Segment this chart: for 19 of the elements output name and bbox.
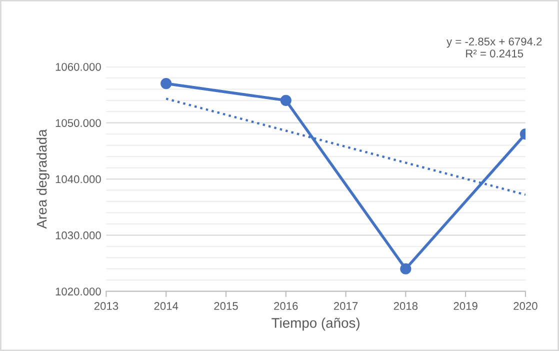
x-tick-label: 2020: [514, 302, 538, 310]
x-tick-label: 2018: [394, 302, 418, 310]
x-tick-label: 2019: [454, 302, 478, 310]
text: y = -2.85x + 6794.2 R² = 0.2415: [446, 38, 542, 58]
y-tick-label: 1040.000: [56, 175, 101, 184]
y-axis-title: Area degradada: [36, 129, 50, 229]
x-tick-label: 2015: [214, 302, 238, 310]
x-tick-label: 2017: [334, 302, 358, 310]
x-tick-label: 2016: [274, 302, 298, 310]
y-tick-label: 1060.000: [56, 62, 101, 71]
x-axis-title: Tiempo (años): [272, 318, 360, 331]
point: [400, 263, 412, 274]
x-tick-label: 2014: [154, 302, 178, 310]
y-tick-label: 1030.000: [56, 231, 101, 240]
point: [160, 78, 172, 90]
y-tick-label: 1050.000: [56, 119, 101, 127]
point: [280, 94, 292, 106]
x-tick-label: 2013: [94, 302, 118, 310]
y-tick-label: 1020.000: [56, 288, 101, 296]
